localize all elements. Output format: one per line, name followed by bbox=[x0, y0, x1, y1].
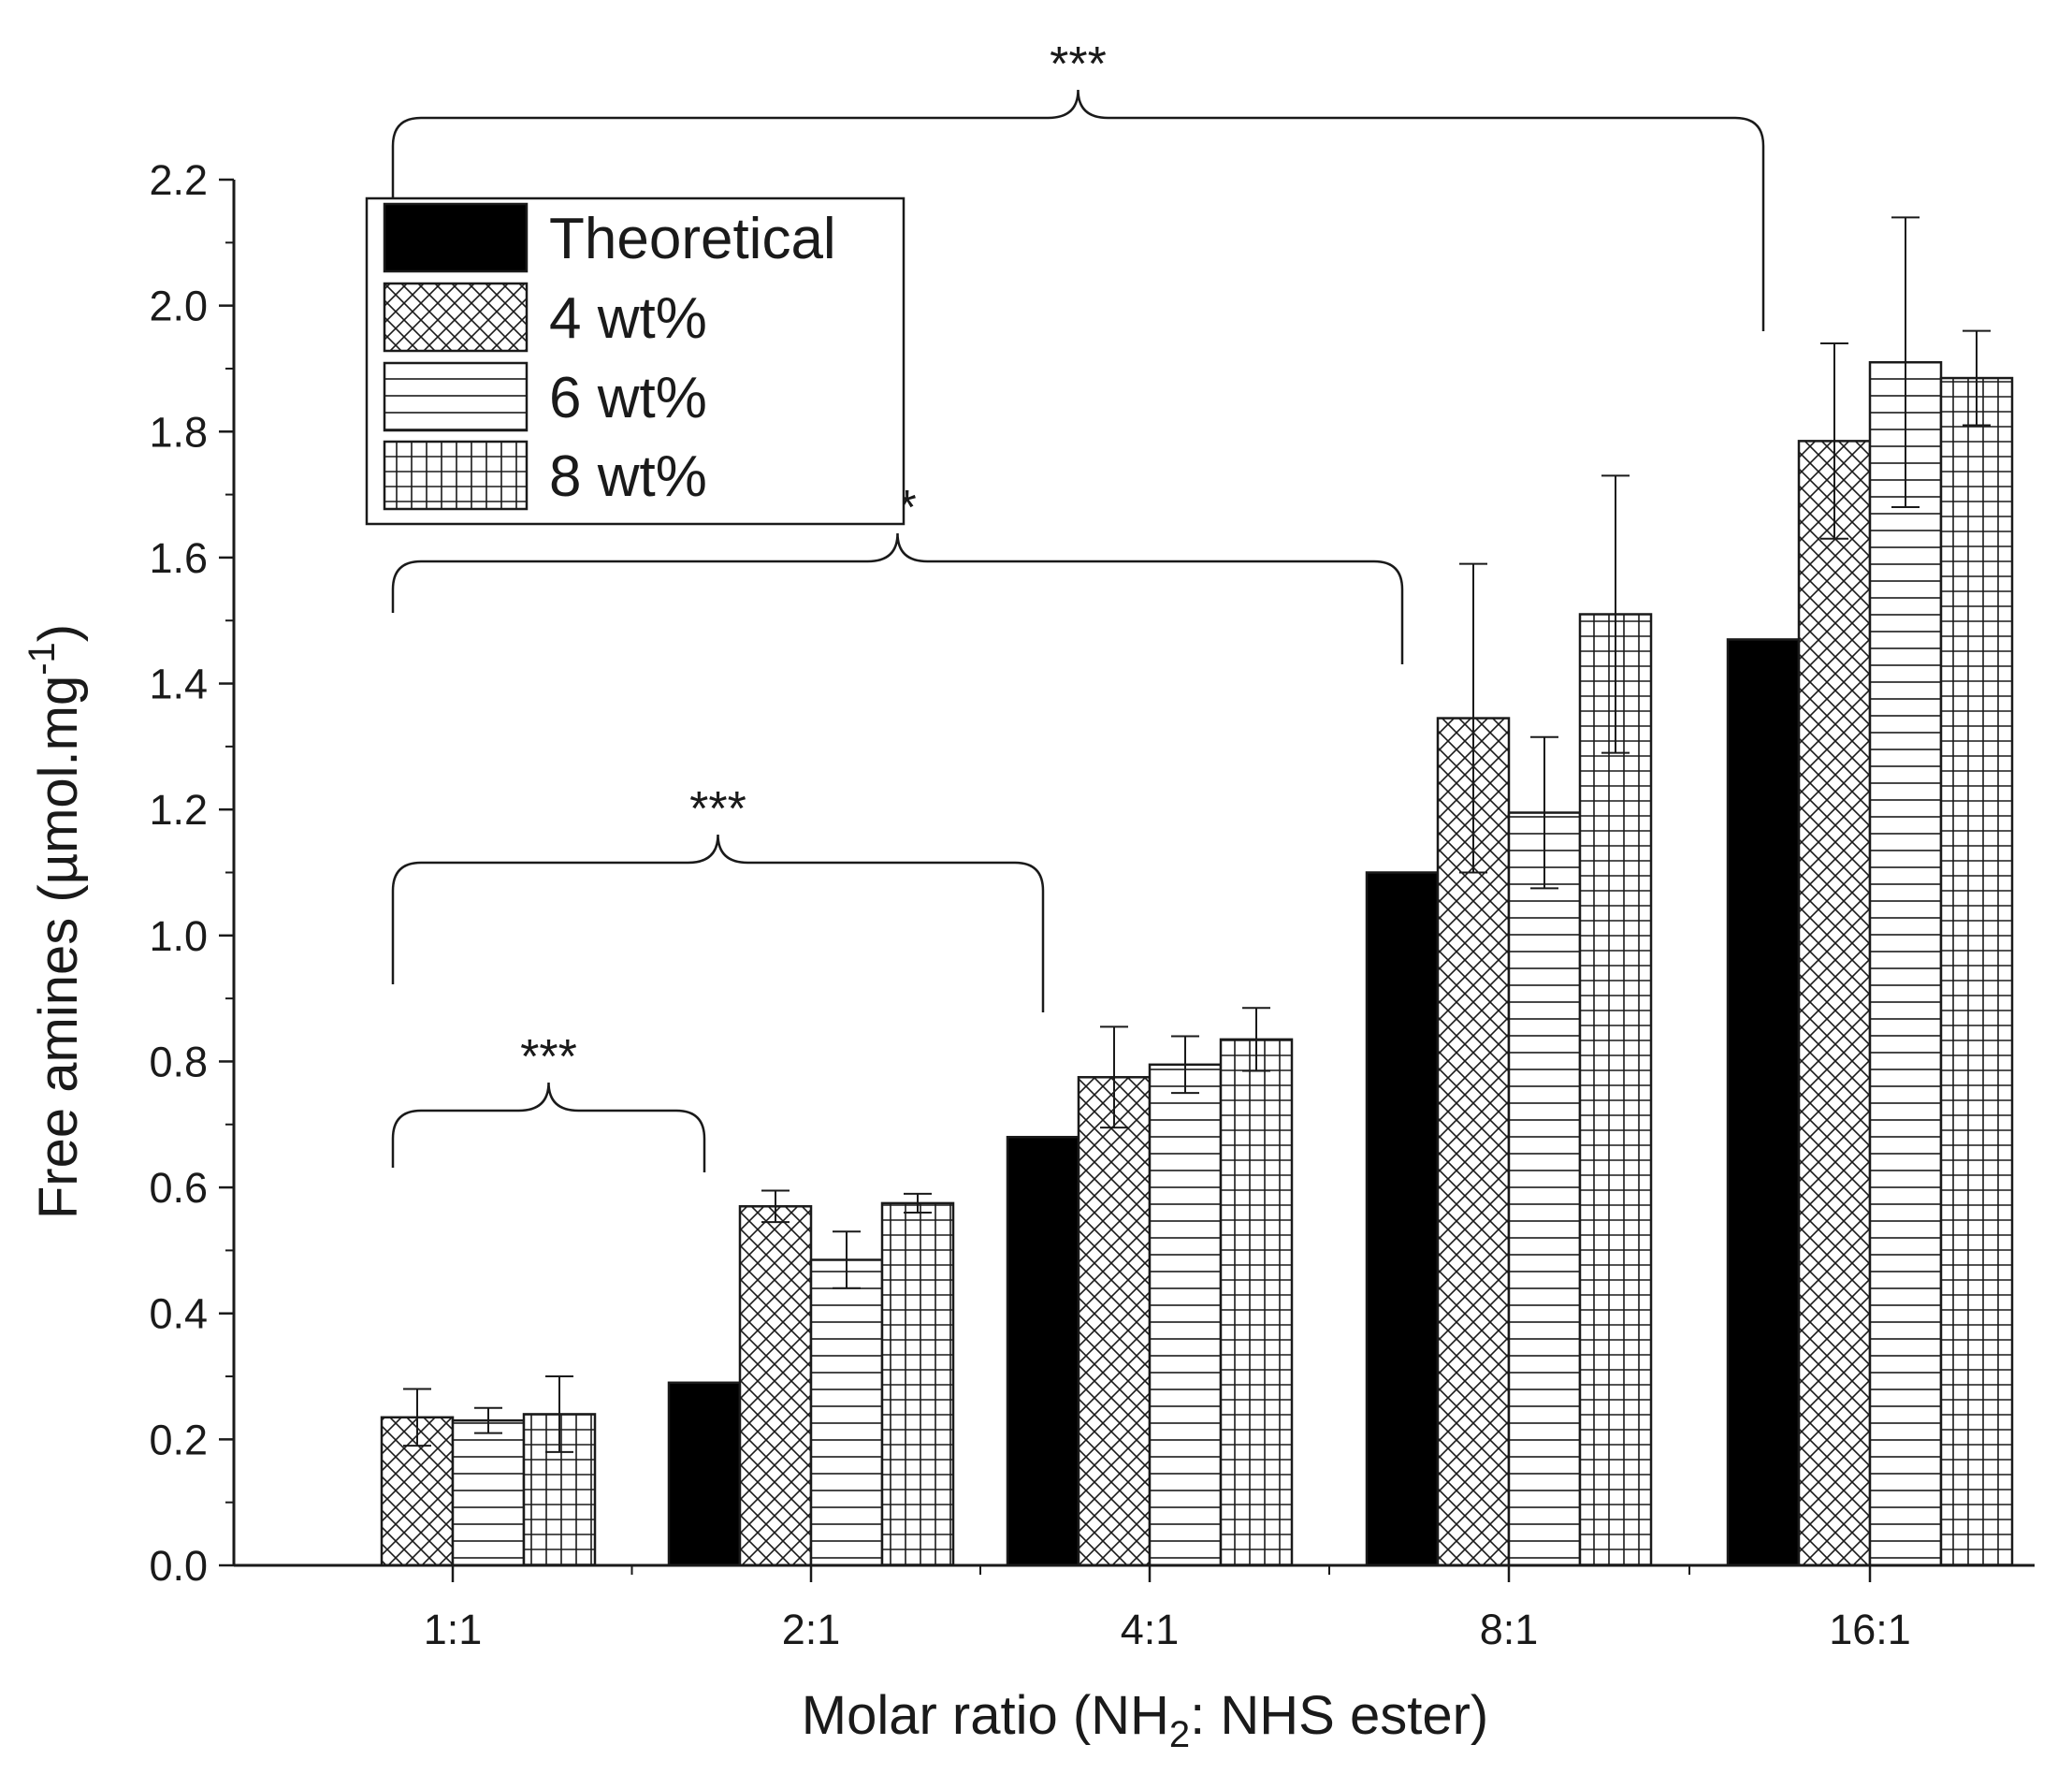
y-tick-label: 0.8 bbox=[149, 1038, 208, 1085]
error-bar-8-wt-8-1 bbox=[1601, 474, 1630, 754]
error-bar-4-wt-16-1 bbox=[1820, 342, 1848, 540]
legend-label: 4 wt% bbox=[549, 286, 707, 351]
significance-bracket-1-1-to-2-1: *** bbox=[391, 1030, 706, 1172]
y-tick-label: 1.8 bbox=[149, 408, 208, 456]
y-tick-label: 2.0 bbox=[149, 283, 208, 330]
y-tick-label: 1.2 bbox=[149, 786, 208, 834]
x-tick-label: 1:1 bbox=[424, 1606, 483, 1653]
significance-label: *** bbox=[1050, 37, 1107, 92]
legend-item-theoretical: Theoretical bbox=[383, 202, 836, 273]
y-axis-title: Free amines (µmol.mg-1) bbox=[22, 624, 89, 1219]
significance-bracket-1-1-to-16-1: *** bbox=[391, 37, 1765, 332]
y-tick-label: 0.4 bbox=[149, 1290, 208, 1338]
bracket-line bbox=[391, 834, 1045, 1012]
y-tick-label: 1.6 bbox=[149, 534, 208, 582]
error-bar-8-wt-16-1 bbox=[1963, 329, 1991, 427]
x-axis-title: Molar ratio (NH2: NHS ester) bbox=[802, 1685, 1488, 1755]
bars-layer bbox=[380, 360, 2014, 1567]
significance-label: *** bbox=[520, 1030, 577, 1084]
error-bar-4-wt-2-1 bbox=[761, 1189, 790, 1224]
bar-8-wt-16-1 bbox=[1939, 376, 2014, 1567]
legend-item-8-wt: 8 wt% bbox=[383, 440, 707, 511]
x-tick-label: 4:1 bbox=[1121, 1606, 1180, 1653]
y-tick-label: 0.0 bbox=[149, 1542, 208, 1590]
legend-swatch bbox=[383, 440, 529, 511]
x-tick-label: 8:1 bbox=[1480, 1606, 1539, 1653]
legend-item-6-wt: 6 wt% bbox=[383, 361, 707, 432]
error-bar-8-wt-1-1 bbox=[545, 1375, 573, 1453]
error-bar-6-wt-16-1 bbox=[1891, 216, 1920, 509]
bar-8-wt-2-1 bbox=[880, 1201, 955, 1567]
bar-6-wt-4-1 bbox=[1148, 1063, 1223, 1567]
error-bar-6-wt-8-1 bbox=[1530, 735, 1558, 890]
bar-theoretical-16-1 bbox=[1726, 638, 1801, 1567]
bar-8-wt-4-1 bbox=[1219, 1038, 1294, 1567]
bar-theoretical-2-1 bbox=[667, 1381, 742, 1567]
error-bar-8-wt-4-1 bbox=[1242, 1007, 1270, 1072]
legend-label: Theoretical bbox=[549, 207, 836, 271]
error-bars-layer bbox=[403, 216, 1991, 1453]
bar-6-wt-2-1 bbox=[809, 1258, 884, 1567]
error-bar-4-wt-4-1 bbox=[1100, 1025, 1128, 1129]
legend-swatch bbox=[383, 282, 529, 353]
significance-label: *** bbox=[689, 782, 746, 836]
bracket-line bbox=[391, 532, 1404, 664]
legend-label: 6 wt% bbox=[549, 366, 707, 430]
y-tick-label: 0.6 bbox=[149, 1164, 208, 1212]
x-tick-label: 2:1 bbox=[782, 1606, 841, 1653]
error-bar-4-wt-1-1 bbox=[403, 1388, 431, 1447]
bar-8-wt-8-1 bbox=[1578, 613, 1653, 1567]
bar-theoretical-8-1 bbox=[1365, 871, 1440, 1567]
error-bar-4-wt-8-1 bbox=[1459, 562, 1487, 874]
error-bar-6-wt-2-1 bbox=[833, 1230, 861, 1289]
error-bar-8-wt-2-1 bbox=[904, 1192, 932, 1214]
error-bar-6-wt-1-1 bbox=[474, 1406, 502, 1434]
y-tick-label: 1.0 bbox=[149, 912, 208, 960]
y-tick-label: 1.4 bbox=[149, 661, 208, 708]
bar-4-wt-2-1 bbox=[738, 1205, 813, 1567]
legend-label: 8 wt% bbox=[549, 444, 707, 509]
bracket-line bbox=[391, 89, 1765, 332]
y-tick-label: 2.2 bbox=[149, 156, 208, 204]
bar-6-wt-16-1 bbox=[1868, 360, 1943, 1567]
y-tick-label: 0.2 bbox=[149, 1416, 208, 1463]
error-bar-6-wt-4-1 bbox=[1171, 1035, 1199, 1095]
bar-6-wt-1-1 bbox=[451, 1418, 526, 1567]
x-tick-label: 16:1 bbox=[1829, 1606, 1911, 1653]
legend-swatch bbox=[383, 361, 529, 432]
bracket-line bbox=[391, 1082, 706, 1172]
legend-swatch bbox=[383, 202, 529, 273]
bar-theoretical-4-1 bbox=[1006, 1135, 1080, 1567]
significance-bracket-1-1-to-4-1: *** bbox=[391, 782, 1045, 1012]
bar-4-wt-4-1 bbox=[1077, 1076, 1152, 1567]
legend: Theoretical 4 wt% 6 wt% 8 wt% bbox=[365, 196, 906, 526]
bar-4-wt-16-1 bbox=[1797, 440, 1872, 1567]
bar-6-wt-8-1 bbox=[1507, 811, 1582, 1567]
legend-item-4-wt: 4 wt% bbox=[383, 282, 707, 353]
axes-layer: 0.0 0.2 0.4 0.6 0.8 1.0 1.2 1.4 1.6 1.8 2.0 2.2 1:1 2… bbox=[149, 156, 2035, 1653]
